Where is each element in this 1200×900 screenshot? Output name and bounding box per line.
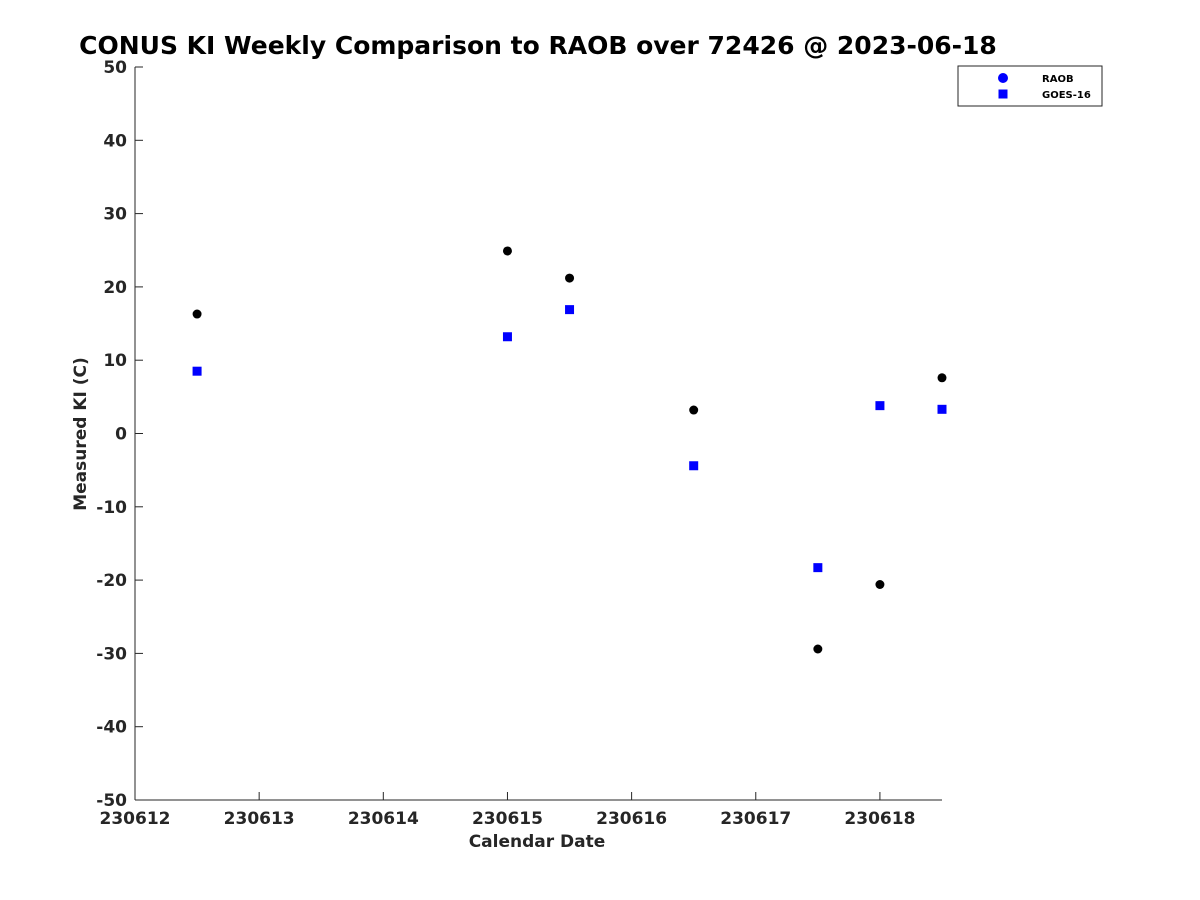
y-tick-label: 50 bbox=[103, 58, 127, 78]
y-tick-label: -50 bbox=[96, 791, 127, 811]
legend-marker-raob bbox=[998, 73, 1008, 83]
y-tick-label: 0 bbox=[115, 425, 127, 445]
y-tick-label: -40 bbox=[96, 718, 127, 738]
legend-label: RAOB bbox=[1042, 74, 1074, 85]
raob-point bbox=[689, 405, 699, 415]
x-tick-label: 230612 bbox=[100, 809, 171, 829]
y-tick-label: -10 bbox=[96, 498, 127, 518]
x-tick-label: 230616 bbox=[596, 809, 667, 829]
y-tick-label: -20 bbox=[96, 571, 127, 591]
x-axis-label: Calendar Date bbox=[469, 832, 606, 852]
legend-label: GOES-16 bbox=[1042, 90, 1091, 101]
raob-point bbox=[875, 579, 885, 589]
legend-box bbox=[957, 65, 1103, 107]
raob-point bbox=[502, 246, 512, 256]
goes-16-point bbox=[875, 401, 885, 411]
y-tick-label: 30 bbox=[103, 205, 127, 225]
plot-points bbox=[192, 246, 947, 654]
goes-16-point bbox=[813, 563, 823, 573]
y-tick-label: 40 bbox=[103, 131, 127, 151]
y-tick-label: 20 bbox=[103, 278, 127, 298]
raob-point bbox=[565, 273, 575, 283]
goes-16-point bbox=[565, 305, 575, 315]
x-tick-label: 230618 bbox=[844, 809, 915, 829]
raob-point bbox=[813, 644, 823, 654]
goes-16-point bbox=[502, 332, 512, 342]
goes-16-point bbox=[192, 366, 202, 376]
raob-point bbox=[937, 373, 947, 383]
legend-marker-goes-16 bbox=[998, 89, 1008, 99]
chart-title: CONUS KI Weekly Comparison to RAOB over … bbox=[79, 31, 997, 60]
goes-16-point bbox=[689, 461, 699, 471]
legend: RAOB GOES-16 bbox=[957, 65, 1103, 107]
x-tick-label: 230617 bbox=[720, 809, 791, 829]
y-tick-label: 10 bbox=[103, 351, 127, 371]
x-tick-label: 230613 bbox=[224, 809, 295, 829]
x-tick-label: 230615 bbox=[472, 809, 543, 829]
plot-axes: -50 -40 -30 -20 -10 0 10 20 30 40 50 230612 230613 23… bbox=[96, 58, 942, 829]
y-axis-label: Measured KI (C) bbox=[71, 357, 91, 511]
y-tick-label: -30 bbox=[96, 644, 127, 664]
raob-point bbox=[192, 309, 202, 319]
goes-16-point bbox=[937, 404, 947, 414]
x-tick-label: 230614 bbox=[348, 809, 419, 829]
